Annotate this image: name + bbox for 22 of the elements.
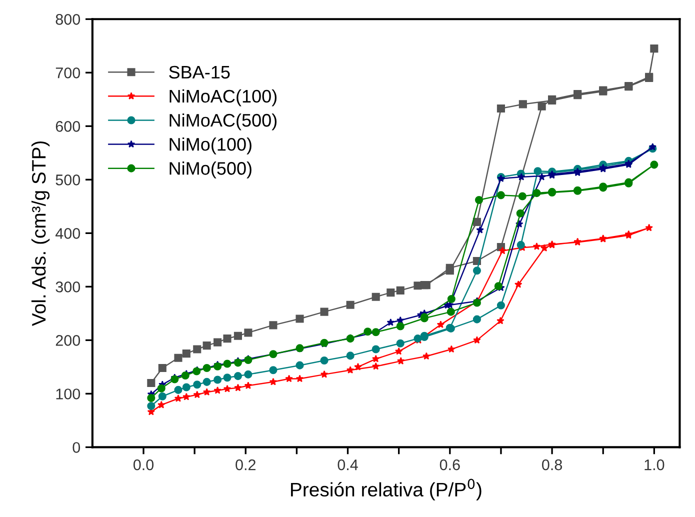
legend-label: NiMo(100): [170, 138, 252, 154]
x-tick-label: 0.6: [440, 459, 460, 470]
legend-label: NiMoAC(100): [170, 89, 277, 106]
legend-label: NiMoAC(500): [170, 113, 277, 130]
y-axis-title: Vol. Ads. (cm³/g STP): [31, 141, 50, 326]
legend-label: SBA-15: [169, 66, 230, 79]
y-tick-label: 400: [55, 228, 80, 239]
y-tick-label: 500: [56, 174, 80, 186]
y-tick-label: 600: [56, 121, 80, 132]
y-tick-label: 0: [72, 442, 80, 453]
x-tick-label: 0.8: [542, 459, 562, 470]
x-tick-label: 1.0: [644, 459, 664, 470]
y-tick-label: 700: [56, 68, 80, 78]
x-tick-label: 0.0: [133, 459, 154, 470]
y-tick-label: 200: [56, 335, 80, 346]
y-tick-label: 800: [56, 14, 80, 25]
y-tick-label: 100: [56, 388, 80, 400]
legend-label: NiMo(500): [170, 162, 252, 178]
y-tick-label: 300: [56, 282, 80, 292]
x-tick-label: 0.2: [236, 459, 256, 470]
x-tick-label: 0.4: [338, 459, 358, 470]
x-axis-title: Presión relativa (P/P$^{0}$): [291, 478, 482, 500]
